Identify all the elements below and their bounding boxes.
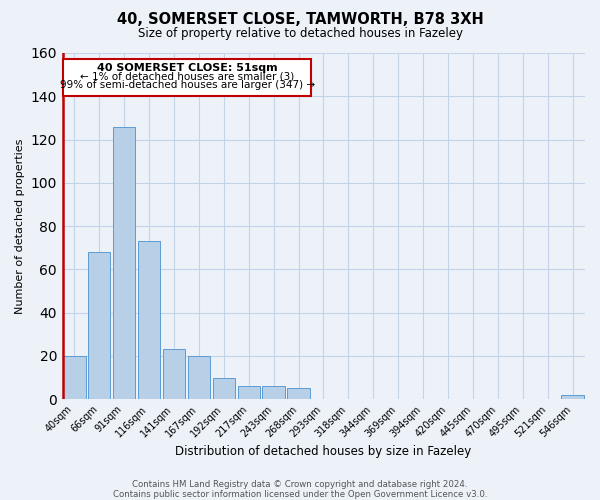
Bar — [212, 378, 235, 399]
Bar — [113, 126, 136, 399]
Text: Size of property relative to detached houses in Fazeley: Size of property relative to detached ho… — [137, 28, 463, 40]
Bar — [88, 252, 110, 399]
Bar — [238, 386, 260, 399]
Bar — [188, 356, 210, 399]
Text: 99% of semi-detached houses are larger (347) →: 99% of semi-detached houses are larger (… — [59, 80, 314, 90]
Bar — [63, 356, 86, 399]
Text: 40, SOMERSET CLOSE, TAMWORTH, B78 3XH: 40, SOMERSET CLOSE, TAMWORTH, B78 3XH — [116, 12, 484, 28]
X-axis label: Distribution of detached houses by size in Fazeley: Distribution of detached houses by size … — [175, 444, 472, 458]
Bar — [163, 350, 185, 399]
Text: Contains HM Land Registry data © Crown copyright and database right 2024.: Contains HM Land Registry data © Crown c… — [132, 480, 468, 489]
Bar — [287, 388, 310, 399]
Text: 40 SOMERSET CLOSE: 51sqm: 40 SOMERSET CLOSE: 51sqm — [97, 62, 277, 72]
FancyBboxPatch shape — [63, 60, 311, 96]
Text: ← 1% of detached houses are smaller (3): ← 1% of detached houses are smaller (3) — [80, 72, 294, 82]
Bar — [262, 386, 285, 399]
Bar — [138, 241, 160, 399]
Y-axis label: Number of detached properties: Number of detached properties — [15, 138, 25, 314]
Bar — [562, 395, 584, 399]
Text: Contains public sector information licensed under the Open Government Licence v3: Contains public sector information licen… — [113, 490, 487, 499]
